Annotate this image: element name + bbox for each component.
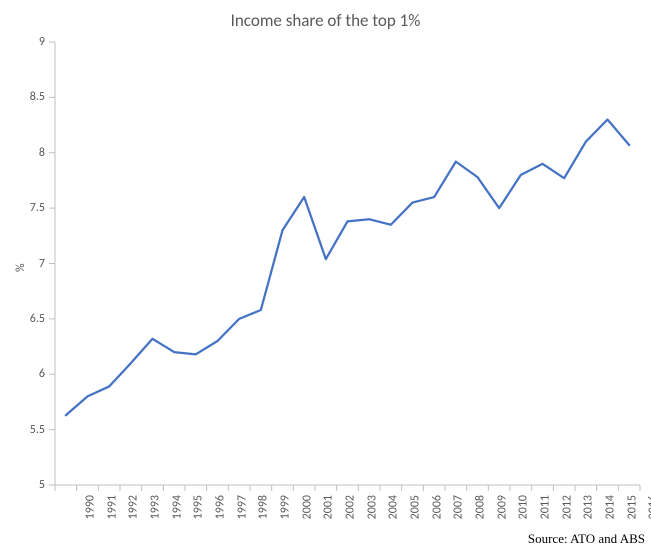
x-tick-label: 2006	[430, 495, 444, 519]
x-tick-label: 2015	[625, 495, 639, 519]
x-tick-label: 1997	[235, 495, 249, 519]
y-tick-label: 5	[0, 478, 45, 492]
x-tick-label: 2002	[343, 495, 357, 519]
x-tick-label: 2016	[646, 495, 651, 519]
x-tick-label: 2003	[365, 495, 379, 519]
x-tick-label: 1994	[170, 495, 184, 519]
y-tick-label: 6.5	[0, 312, 45, 326]
y-tick-label: 9	[0, 35, 45, 49]
x-tick-label: 1996	[213, 495, 227, 519]
x-tick-label: 2004	[386, 495, 400, 519]
x-tick-label: 2013	[581, 495, 595, 519]
x-tick-label: 2008	[473, 495, 487, 519]
x-tick-label: 1990	[83, 495, 97, 519]
x-tick-label: 2007	[451, 495, 465, 519]
y-tick-label: 8	[0, 146, 45, 160]
y-tick-label: 7.5	[0, 201, 45, 215]
x-tick-label: 2001	[321, 495, 335, 519]
y-tick-label: 7	[0, 257, 45, 271]
x-tick-label: 2009	[495, 495, 509, 519]
y-tick-label: 6	[0, 367, 45, 381]
x-tick-label: 1992	[126, 495, 140, 519]
x-tick-label: 1991	[105, 495, 119, 519]
x-tick-label: 2011	[538, 495, 552, 519]
x-tick-label: 2014	[603, 495, 617, 519]
x-tick-label: 1995	[191, 495, 205, 519]
x-tick-label: 1998	[256, 495, 270, 519]
chart-frame: { "chart": { "type": "line", "title": "I…	[0, 0, 651, 551]
x-tick-label: 2012	[560, 495, 574, 519]
x-tick-label: 1999	[278, 495, 292, 519]
y-tick-label: 5.5	[0, 423, 45, 437]
chart-svg	[0, 0, 651, 551]
y-tick-label: 8.5	[0, 90, 45, 104]
x-tick-label: 2010	[516, 495, 530, 519]
x-tick-label: 1993	[148, 495, 162, 519]
x-tick-label: 2000	[300, 495, 314, 519]
x-tick-label: 2005	[408, 495, 422, 519]
source-note: Source: ATO and ABS	[528, 531, 645, 547]
